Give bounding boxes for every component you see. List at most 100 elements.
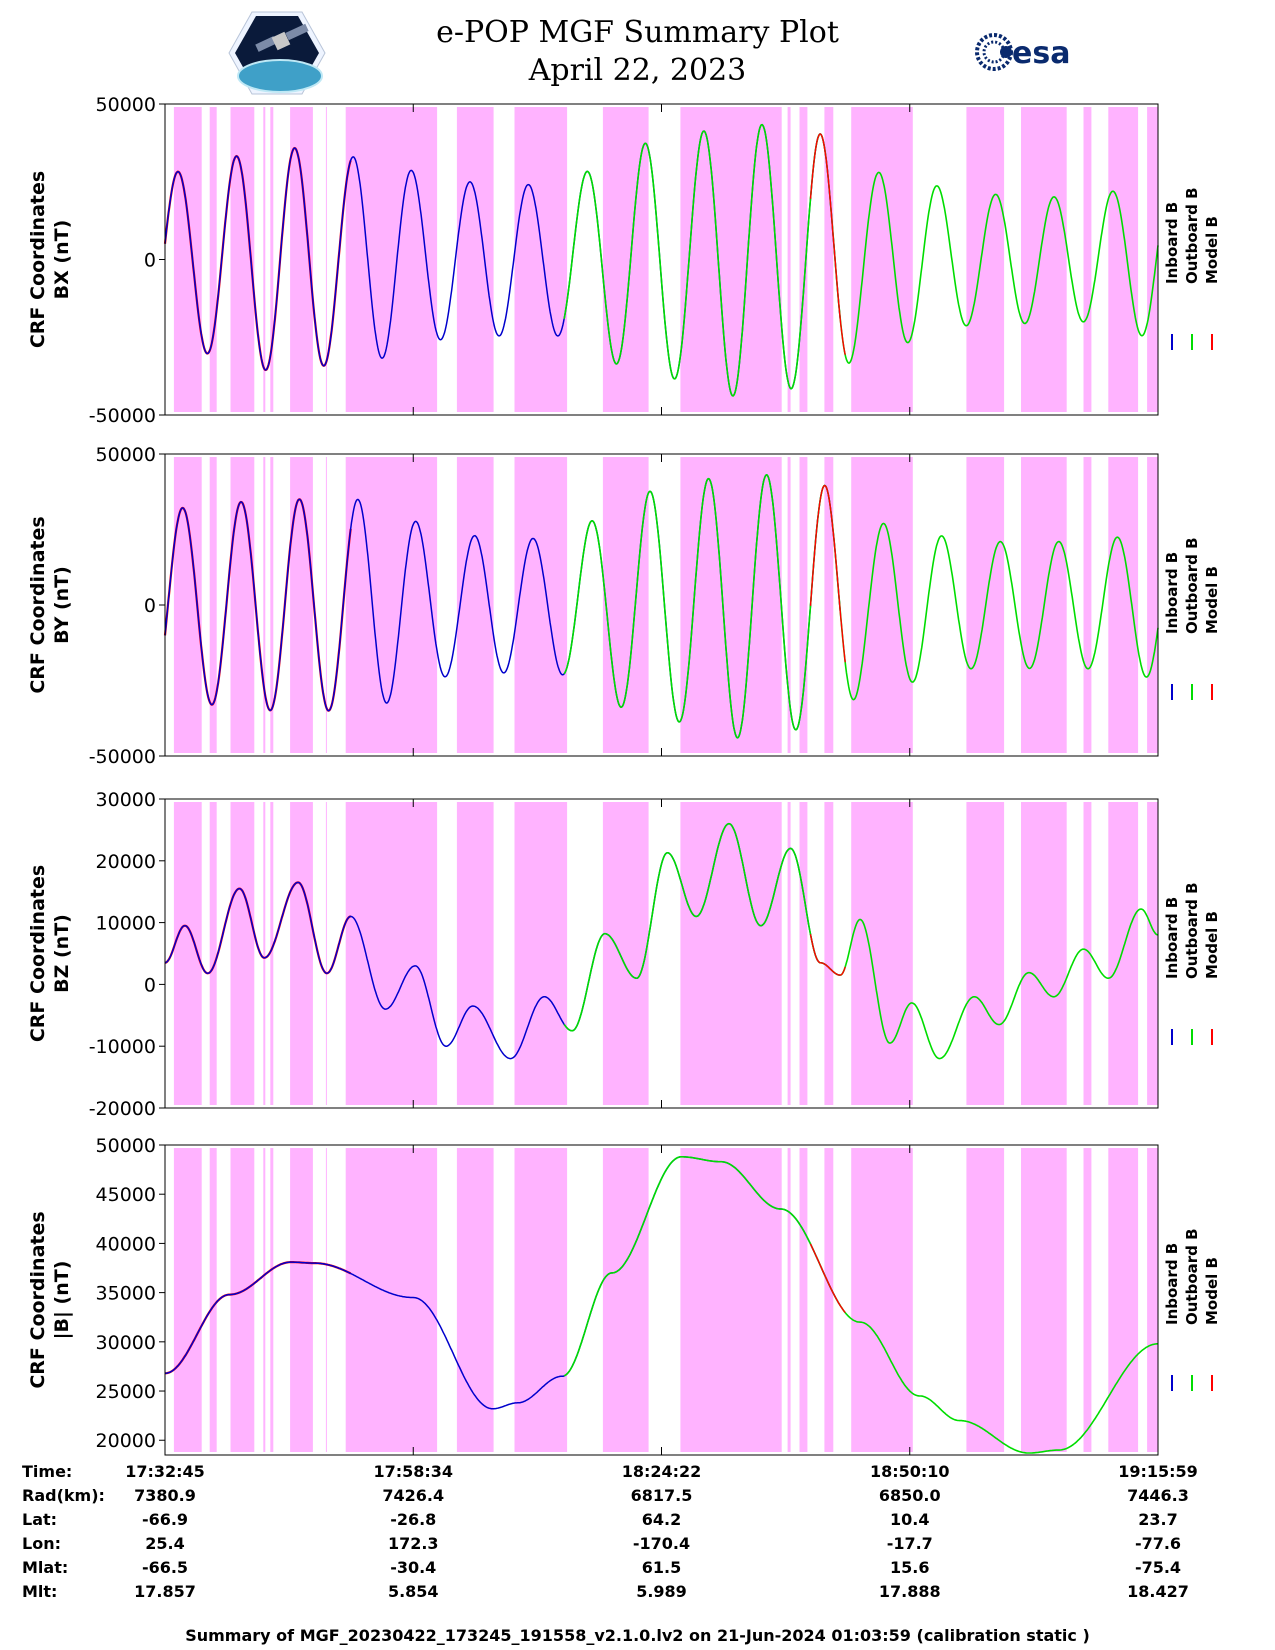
data-flag-band — [325, 802, 327, 1105]
info-value: 64.2 — [641, 1510, 682, 1529]
data-flag-band — [824, 457, 834, 753]
y-tick-label: -50000 — [89, 746, 156, 768]
data-flag-band — [602, 457, 649, 753]
info-row: Lon: 25.4 172.3 -170.4 -17.7 -77.6 — [0, 1534, 1275, 1558]
legend-label: Model B — [1203, 1257, 1221, 1325]
data-flag-band — [1083, 802, 1092, 1105]
data-flag-band — [824, 802, 834, 1105]
panel-by: 50000 0 -50000 CRF Coordinates BY (nT) Inboar… — [27, 444, 1221, 768]
esa-logo: esa — [975, 33, 1070, 71]
data-flag-band — [1021, 802, 1067, 1105]
data-flag-band — [1108, 107, 1139, 412]
legend-label: Model B — [1203, 911, 1221, 979]
data-flag-band — [209, 107, 217, 412]
y-axis-label: BY (nT) — [51, 566, 73, 644]
info-value: -26.8 — [390, 1510, 437, 1529]
info-value: -66.9 — [141, 1510, 189, 1529]
info-row-label: Lat: — [22, 1510, 58, 1529]
data-flag-band — [1108, 1148, 1139, 1452]
data-flag-band — [230, 1148, 255, 1452]
svg-text:esa: esa — [1012, 36, 1070, 71]
panel-b: 50000 45000 40000 35000 30000 25000 20000 CRF C… — [27, 1135, 1221, 1456]
y-tick-label: -20000 — [89, 1098, 156, 1120]
info-row-label: Rad(km): — [22, 1486, 105, 1505]
info-value: 19:15:59 — [1118, 1462, 1198, 1481]
legend-label: Inboard B — [1163, 897, 1181, 979]
info-value: 7446.3 — [1127, 1486, 1189, 1505]
info-value: 23.7 — [1138, 1510, 1178, 1529]
data-flag-band — [230, 107, 255, 412]
data-flag-band — [290, 107, 313, 412]
info-value: 61.5 — [641, 1558, 682, 1577]
legend-label: Outboard B — [1183, 537, 1201, 634]
data-flag-band — [325, 457, 327, 753]
y-tick-label: 10000 — [96, 913, 156, 935]
y-axis-label: CRF Coordinates — [27, 516, 49, 693]
info-row: Lat: -66.9 -26.8 64.2 10.4 23.7 — [0, 1510, 1275, 1534]
data-flag-band — [851, 107, 913, 412]
data-flag-band — [456, 107, 494, 412]
data-flag-band — [270, 1148, 274, 1452]
y-axis-label: BZ (nT) — [51, 914, 73, 993]
data-flag-band — [209, 457, 217, 753]
data-flag-band — [1021, 107, 1067, 412]
data-flag-band — [173, 107, 202, 412]
y-tick-label: 25000 — [96, 1381, 156, 1403]
y-axis-label: CRF Coordinates — [27, 171, 49, 348]
data-flag-band — [851, 1148, 913, 1452]
data-flag-band — [325, 1148, 327, 1452]
outboard-b-line — [563, 1156, 1158, 1454]
data-flag-band — [263, 802, 266, 1105]
plot-frame — [164, 1144, 1159, 1456]
y-tick-label: 45000 — [96, 1184, 156, 1206]
y-tick-label: 30000 — [96, 1332, 156, 1354]
data-flag-band — [851, 802, 913, 1105]
data-flag-band — [680, 1148, 782, 1452]
info-value: 5.989 — [636, 1582, 687, 1601]
data-flag-band — [680, 107, 782, 412]
data-flag-band — [799, 457, 808, 753]
data-flag-band — [1147, 107, 1158, 412]
data-flag-band — [680, 802, 782, 1105]
data-flag-band — [270, 107, 274, 412]
data-flag-band — [799, 107, 808, 412]
info-value: 6850.0 — [878, 1486, 941, 1505]
info-row-label: Time: — [22, 1462, 73, 1481]
data-flag-band — [209, 802, 217, 1105]
data-flag-band — [290, 1148, 313, 1452]
legend-label: Inboard B — [1163, 552, 1181, 634]
data-flag-band — [1147, 457, 1158, 753]
data-flag-band — [1147, 1148, 1158, 1452]
data-flag-band — [1083, 457, 1092, 753]
info-value: -75.4 — [1134, 1558, 1182, 1577]
info-value: -77.6 — [1134, 1534, 1182, 1553]
data-flag-band — [824, 1148, 834, 1452]
info-value: 17.888 — [878, 1582, 941, 1601]
model-b-line — [809, 934, 846, 976]
model-b-line — [809, 1243, 846, 1314]
panel-bz: 30000 20000 10000 0 -10000 -20000 CRF Coordina… — [27, 789, 1221, 1120]
data-flag-band — [799, 802, 808, 1105]
data-flag-band — [263, 457, 266, 753]
data-flag-band — [345, 107, 438, 412]
legend-label: Outboard B — [1183, 187, 1201, 284]
data-flag-band — [514, 457, 568, 753]
y-tick-label: -10000 — [89, 1036, 156, 1058]
y-tick-label: 40000 — [96, 1233, 156, 1255]
data-flag-band — [514, 802, 568, 1105]
footer-caption: Summary of MGF_20230422_173245_191558_v2… — [185, 1626, 1090, 1645]
plot-frame — [164, 798, 1159, 1109]
info-value: 17:58:34 — [373, 1462, 454, 1481]
info-value: 17.857 — [134, 1582, 196, 1601]
data-flag-band — [456, 1148, 494, 1452]
y-axis-label: CRF Coordinates — [27, 865, 49, 1042]
legend-label: Model B — [1203, 216, 1221, 284]
model-b-line — [809, 484, 846, 663]
data-flag-band — [270, 802, 274, 1105]
y-axis-label: |B| (nT) — [51, 1261, 73, 1340]
data-flag-band — [1083, 107, 1092, 412]
y-tick-label: 30000 — [96, 789, 156, 811]
info-value: 18.427 — [1127, 1582, 1189, 1601]
y-tick-label: 50000 — [96, 444, 156, 466]
data-flag-band — [514, 1148, 568, 1452]
